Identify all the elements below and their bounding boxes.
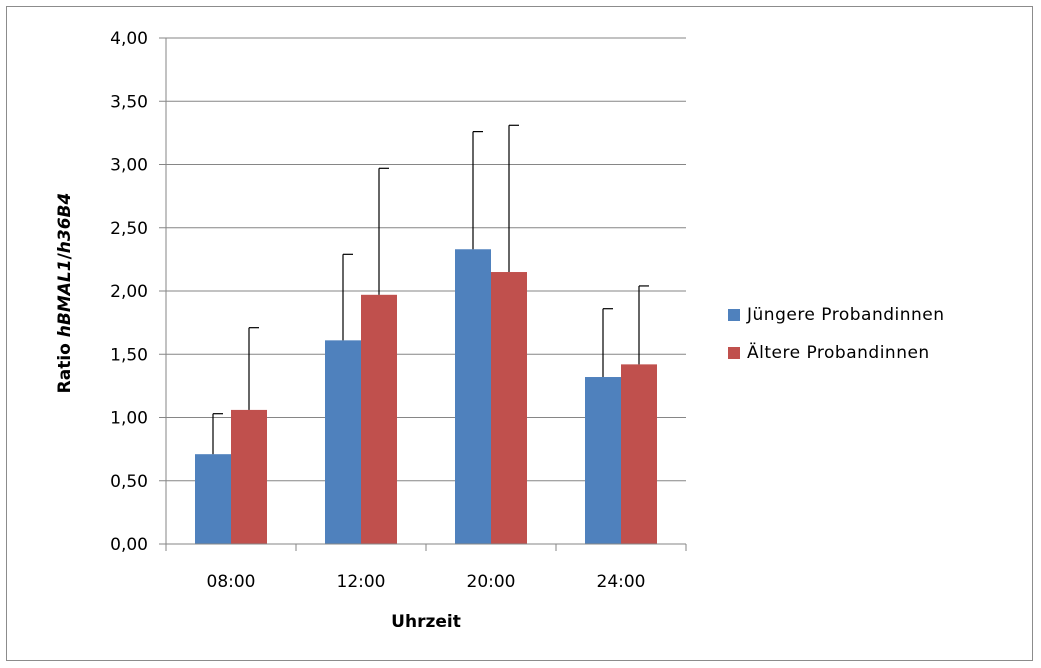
error-bars [212,124,649,455]
x-axis-title: Uhrzeit [391,612,461,632]
y-tick-label: 1,50 [110,345,148,365]
bar [231,409,267,544]
y-tick-label: 1,00 [110,409,148,429]
bar [621,364,657,544]
x-tick-label: 20:00 [467,572,516,592]
y-axis-title-italic: hBMAL1 [55,259,75,337]
y-tick-label: 0,00 [110,535,148,555]
y-axis-title-prefix: Ratio [55,337,75,393]
bar [195,454,231,544]
legend-swatch-young [728,309,740,321]
y-tick-label: 0,50 [110,472,148,492]
bar [361,294,397,544]
y-axis-title-slash: / [55,252,75,259]
y-tick-label: 3,50 [110,92,148,112]
bar [325,340,361,544]
y-tick-label: 2,50 [110,219,148,239]
x-tick-labels: 08:00 12:00 20:00 24:00 [207,572,646,592]
y-tick-label: 4,00 [110,29,148,49]
x-tick-label: 24:00 [597,572,646,592]
y-tick-labels: 0,00 0,50 1,00 1,50 2,00 2,50 3,00 3,50 4,00 [110,29,148,555]
bar [585,377,621,544]
legend-item-young: Jüngere Probandinnen [728,296,945,334]
y-tick-label: 3,00 [110,156,148,176]
bar [455,249,491,544]
axes [165,38,687,551]
x-tick-label: 08:00 [207,572,256,592]
legend-swatch-old [728,347,740,359]
y-axis-title-italic-2: h36B4 [55,193,75,254]
legend-label-young: Jüngere Probandinnen [747,305,945,325]
bar [491,272,527,544]
legend-item-old: Ältere Probandinnen [728,334,945,372]
y-axis-title: Ratio hBMAL1/h36B4 [55,193,75,394]
bars [195,249,657,544]
legend: Jüngere Probandinnen Ältere Probandinnen [728,296,945,372]
legend-label-old: Ältere Probandinnen [747,343,930,363]
y-tick-label: 2,00 [110,282,148,302]
x-tick-label: 12:00 [337,572,386,592]
